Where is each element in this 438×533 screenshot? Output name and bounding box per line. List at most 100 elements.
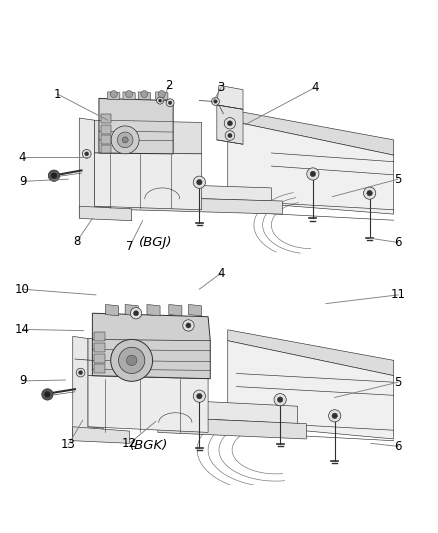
Circle shape bbox=[212, 98, 219, 106]
Circle shape bbox=[126, 91, 133, 98]
Circle shape bbox=[79, 370, 82, 375]
Circle shape bbox=[110, 91, 117, 98]
Circle shape bbox=[48, 170, 60, 181]
Circle shape bbox=[367, 190, 372, 196]
Circle shape bbox=[183, 320, 194, 331]
Text: 7: 7 bbox=[126, 240, 133, 253]
Polygon shape bbox=[147, 304, 160, 316]
Polygon shape bbox=[217, 85, 243, 109]
Circle shape bbox=[214, 100, 217, 103]
Circle shape bbox=[228, 133, 232, 138]
Polygon shape bbox=[73, 336, 103, 441]
FancyBboxPatch shape bbox=[101, 125, 111, 134]
Polygon shape bbox=[228, 330, 394, 376]
Text: 2: 2 bbox=[165, 79, 173, 92]
Text: 8: 8 bbox=[74, 235, 81, 248]
Circle shape bbox=[141, 91, 148, 98]
Circle shape bbox=[159, 99, 162, 102]
Text: 5: 5 bbox=[394, 173, 402, 185]
Circle shape bbox=[117, 132, 133, 148]
Circle shape bbox=[274, 393, 286, 406]
Polygon shape bbox=[106, 304, 119, 316]
Polygon shape bbox=[125, 304, 138, 316]
Text: 4: 4 bbox=[311, 81, 319, 94]
Text: 14: 14 bbox=[15, 323, 30, 336]
Text: 3: 3 bbox=[218, 81, 225, 94]
Text: 11: 11 bbox=[391, 288, 406, 301]
Polygon shape bbox=[92, 313, 210, 379]
Polygon shape bbox=[138, 92, 150, 100]
Circle shape bbox=[111, 126, 139, 154]
Circle shape bbox=[328, 410, 341, 422]
Circle shape bbox=[193, 390, 205, 402]
Polygon shape bbox=[188, 304, 201, 316]
Circle shape bbox=[156, 97, 163, 104]
Circle shape bbox=[227, 121, 233, 126]
Polygon shape bbox=[108, 92, 120, 100]
Polygon shape bbox=[123, 92, 135, 100]
Text: 10: 10 bbox=[15, 282, 30, 296]
Text: 9: 9 bbox=[19, 175, 26, 188]
Circle shape bbox=[224, 118, 236, 129]
Circle shape bbox=[186, 323, 191, 328]
Circle shape bbox=[197, 180, 202, 185]
Text: 4: 4 bbox=[217, 266, 225, 279]
Text: 9: 9 bbox=[19, 374, 26, 387]
Circle shape bbox=[310, 171, 316, 176]
Circle shape bbox=[332, 413, 337, 418]
Polygon shape bbox=[95, 153, 201, 210]
Circle shape bbox=[119, 348, 145, 374]
Polygon shape bbox=[88, 338, 208, 379]
Polygon shape bbox=[95, 120, 201, 154]
Circle shape bbox=[277, 397, 283, 402]
Circle shape bbox=[193, 176, 205, 188]
Polygon shape bbox=[228, 120, 394, 214]
Text: 13: 13 bbox=[61, 438, 76, 451]
Circle shape bbox=[76, 368, 85, 377]
Circle shape bbox=[225, 131, 235, 140]
Circle shape bbox=[127, 355, 137, 366]
Text: 12: 12 bbox=[122, 437, 137, 450]
Circle shape bbox=[82, 149, 91, 158]
FancyBboxPatch shape bbox=[94, 343, 105, 352]
Circle shape bbox=[44, 391, 50, 398]
Circle shape bbox=[111, 340, 152, 381]
Polygon shape bbox=[79, 206, 132, 221]
Circle shape bbox=[307, 168, 319, 180]
Circle shape bbox=[51, 173, 57, 179]
Circle shape bbox=[364, 187, 376, 199]
Polygon shape bbox=[141, 183, 272, 201]
Circle shape bbox=[158, 91, 165, 98]
Circle shape bbox=[197, 393, 202, 399]
Polygon shape bbox=[130, 197, 283, 214]
Circle shape bbox=[168, 101, 172, 104]
Polygon shape bbox=[166, 400, 297, 424]
Text: (BGJ): (BGJ) bbox=[139, 236, 173, 249]
Polygon shape bbox=[228, 341, 394, 439]
FancyBboxPatch shape bbox=[94, 354, 105, 362]
FancyBboxPatch shape bbox=[101, 144, 111, 154]
FancyBboxPatch shape bbox=[101, 114, 111, 123]
FancyBboxPatch shape bbox=[94, 333, 105, 341]
FancyBboxPatch shape bbox=[101, 135, 111, 144]
Circle shape bbox=[131, 308, 142, 319]
Polygon shape bbox=[228, 109, 394, 155]
Text: 1: 1 bbox=[54, 87, 61, 101]
Circle shape bbox=[42, 389, 53, 400]
Polygon shape bbox=[99, 99, 173, 154]
Polygon shape bbox=[169, 304, 182, 316]
Polygon shape bbox=[73, 427, 130, 443]
Polygon shape bbox=[88, 376, 208, 432]
Polygon shape bbox=[158, 417, 306, 439]
Polygon shape bbox=[79, 118, 110, 219]
Circle shape bbox=[134, 311, 138, 316]
Polygon shape bbox=[155, 92, 168, 100]
Text: (BGK): (BGK) bbox=[130, 439, 168, 452]
Text: 6: 6 bbox=[394, 236, 402, 249]
Circle shape bbox=[166, 99, 174, 107]
Text: 4: 4 bbox=[19, 151, 26, 164]
Text: 5: 5 bbox=[394, 376, 402, 389]
Circle shape bbox=[85, 152, 88, 156]
Circle shape bbox=[122, 137, 128, 143]
Text: 6: 6 bbox=[394, 440, 402, 453]
